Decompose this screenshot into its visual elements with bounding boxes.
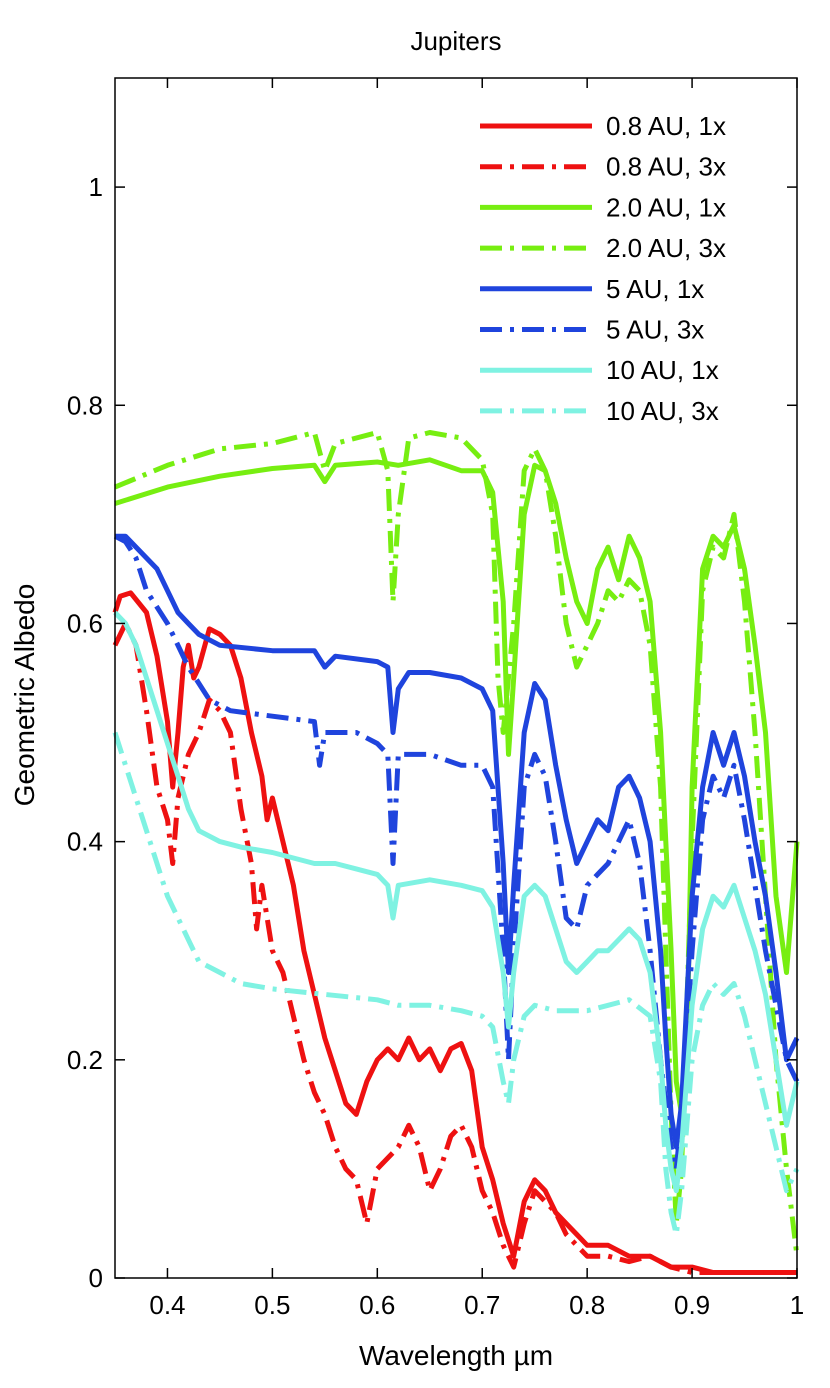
axes-layer: 0.4 0.5 0.6 0.7 0.8 0.9 1 0 0.2 0.4 0.6 0.8 1 <box>67 77 804 1320</box>
series-layer <box>112 430 800 1275</box>
series-line-2 <box>112 621 797 1275</box>
y-tick-label: 0.6 <box>67 608 103 638</box>
legend-label-6: 5 AU, 3x <box>606 315 704 345</box>
legend-label-3: 2.0 AU, 1x <box>606 192 726 222</box>
legend-label-2: 0.8 AU, 3x <box>606 152 726 182</box>
x-axis-label: Wavelength µm <box>359 1340 553 1371</box>
y-tick-label: 1 <box>89 172 103 202</box>
y-axis-label: Geometric Albedo <box>9 584 40 807</box>
x-tick-label: 0.8 <box>569 1290 605 1320</box>
x-tick-label: 1 <box>790 1290 804 1320</box>
y-tick-label: 0 <box>89 1263 103 1293</box>
series-line-1 <box>112 590 797 1275</box>
series-line-4 <box>114 430 800 1257</box>
y-tick-label: 0.2 <box>67 1045 103 1075</box>
x-tick-label: 0.6 <box>359 1290 395 1320</box>
plot-frame <box>114 77 798 1279</box>
legend-label-1: 0.8 AU, 1x <box>606 111 726 141</box>
x-tick-label: 0.5 <box>254 1290 290 1320</box>
legend: 0.8 AU, 1x 0.8 AU, 3x 2.0 AU, 1x 2.0 AU, 3x… <box>480 111 726 426</box>
legend-label-5: 5 AU, 1x <box>606 274 704 304</box>
y-tick-label: 0.8 <box>67 390 103 420</box>
series-line-7 <box>113 610 800 1194</box>
x-tick-label: 0.9 <box>674 1290 710 1320</box>
x-tick-label: 0.4 <box>149 1290 185 1320</box>
x-tick-label: 0.7 <box>464 1290 500 1320</box>
legend-label-4: 2.0 AU, 3x <box>606 233 726 263</box>
legend-label-8: 10 AU, 3x <box>606 396 719 426</box>
series-line-5 <box>115 533 800 1150</box>
series-line-8 <box>112 731 800 1237</box>
y-tick-label: 0.4 <box>67 827 103 857</box>
legend-label-7: 10 AU, 1x <box>606 355 719 385</box>
chart-title: Jupiters <box>410 26 501 56</box>
